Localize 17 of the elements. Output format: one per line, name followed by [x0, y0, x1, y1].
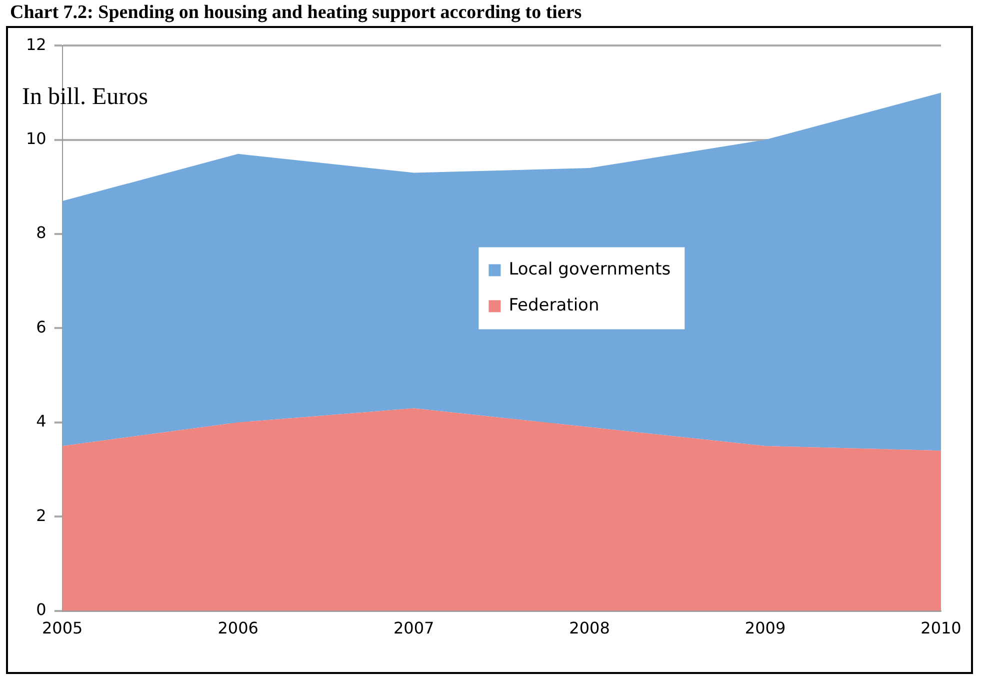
- y-tick-label: 4: [36, 412, 46, 431]
- x-tick-label: 2005: [42, 618, 83, 638]
- x-tick-label: 2009: [744, 618, 786, 638]
- x-tick-label: 2006: [218, 618, 258, 638]
- legend-label: Local governments: [508, 260, 671, 280]
- y-tick-label: 12: [26, 34, 46, 54]
- y-tick-label: 6: [36, 317, 46, 336]
- x-tick-label: 2007: [393, 618, 434, 638]
- x-tick-label: 2008: [569, 618, 610, 638]
- chart-title: Chart 7.2: Spending on housing and heating support according to tiers: [10, 2, 582, 24]
- y-axis-title: In bill. Euros: [22, 84, 148, 110]
- x-tick-label: 2010: [920, 618, 962, 638]
- y-tick-label: 2: [36, 506, 46, 525]
- y-tick-label: 8: [36, 223, 46, 242]
- y-tick-label: 10: [26, 128, 46, 148]
- y-tick-label: 0: [36, 600, 46, 619]
- legend-label: Federation: [508, 296, 600, 316]
